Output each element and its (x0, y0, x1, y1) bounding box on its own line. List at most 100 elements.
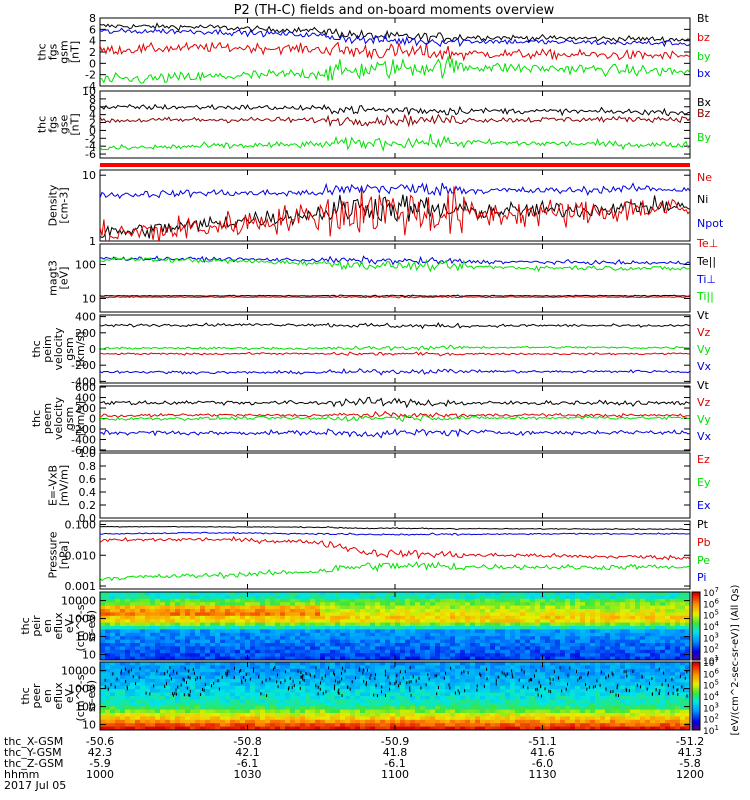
spectrogram-cell (170, 696, 176, 700)
spectrogram-cell (545, 619, 551, 623)
spectrogram-cell (495, 643, 501, 647)
spectrogram-cell (365, 706, 371, 710)
spectrogram-cell (555, 626, 561, 630)
spectrogram-cell (160, 656, 166, 660)
spectrogram-cell (470, 592, 476, 596)
spectrogram-cell (525, 706, 531, 710)
spectrogram-cell (245, 675, 251, 680)
spectrogram-cell (290, 646, 296, 651)
spectrogram-cell (315, 709, 321, 714)
spectrogram-cell (145, 675, 151, 680)
spectrogram-cell (335, 665, 341, 670)
spectrogram-cell (515, 605, 521, 610)
spectrogram-cell (475, 626, 481, 630)
spectrogram-cell (630, 675, 636, 680)
spectrogram-cell (415, 595, 421, 600)
spectrogram-cell (645, 672, 651, 676)
spectrogram-cell (365, 675, 371, 680)
spectrogram-cell (115, 619, 121, 623)
spectrogram-cell (485, 699, 491, 704)
spectrogram-cell (575, 719, 581, 724)
spectrogram-cell (145, 615, 151, 620)
spectrogram-cell (175, 726, 181, 730)
spectrogram-cell (630, 649, 636, 654)
spectrogram-cell (485, 656, 491, 660)
spectrogram-cell (365, 626, 371, 630)
panel-frame (99, 90, 691, 159)
spectrogram-cell (615, 653, 621, 657)
spectrogram-cell (355, 592, 361, 596)
spectrogram-cell (560, 685, 566, 690)
spectrogram-cell (480, 706, 486, 710)
spectrogram-cell (580, 668, 586, 673)
spectrogram-cell (540, 622, 546, 627)
spectrogram-cell (535, 615, 541, 620)
spectrogram-cell (340, 609, 346, 613)
spectrogram-cell (305, 639, 311, 644)
spectrogram-cell (675, 619, 681, 623)
spectrogram-cell (460, 595, 466, 600)
spectrogram-cell (195, 632, 201, 637)
legend-entry: Vz (697, 396, 711, 409)
spectrogram-cell (680, 592, 686, 596)
spectrogram-cell (315, 719, 321, 724)
spectrogram-cell (360, 675, 366, 680)
spectrogram-cell (440, 702, 446, 707)
spectrogram-cell (660, 685, 666, 690)
spectrogram-cell (420, 622, 426, 627)
spectrogram-cell (130, 649, 136, 654)
spectrogram-cell (640, 609, 646, 613)
spectrogram-cell (385, 689, 391, 693)
spectrogram-cell (225, 622, 231, 627)
spectrogram-cell (225, 612, 231, 617)
spectrogram-cell (460, 706, 466, 710)
spectrogram-cell (155, 665, 161, 670)
spectrogram-cell (240, 636, 246, 640)
spectrogram-cell (130, 723, 136, 727)
spectrogram-cell (365, 709, 371, 714)
spectrogram-cell (505, 689, 511, 693)
spectrogram-cell (200, 702, 206, 707)
spectrogram-cell (270, 665, 276, 670)
spectrogram-cell (105, 643, 111, 647)
spectrogram-cell (130, 726, 136, 730)
spectrogram-cell (175, 595, 181, 600)
spectrogram-cell (340, 709, 346, 714)
spectrogram-cell (560, 619, 566, 623)
spectrogram-cell (505, 619, 511, 623)
spectrogram-cell (520, 679, 526, 683)
spectrogram-cell (425, 592, 431, 596)
legend-entry: Bt (697, 12, 710, 25)
spectrogram-cell (360, 639, 366, 644)
spectrogram-cell (195, 709, 201, 714)
spectrogram-cell (205, 615, 211, 620)
spectrogram-cell (120, 716, 126, 721)
spectrogram-cell (485, 649, 491, 654)
spectrogram-cell (225, 723, 231, 727)
spectrogram-cell (380, 668, 386, 673)
spectrogram-cell (340, 632, 346, 637)
spectrogram-cell (265, 679, 271, 683)
spectrogram-cell (295, 639, 301, 644)
spectrogram-cell (515, 709, 521, 714)
spectrogram-cell (500, 612, 506, 617)
spectrogram-cell (550, 622, 556, 627)
spectrogram-cell (320, 709, 326, 714)
spectrogram-cell (165, 639, 171, 644)
spectrogram-cell (185, 639, 191, 644)
spectrogram-cell (115, 622, 121, 627)
spectrogram-cell (130, 706, 136, 710)
spectrogram-cell (295, 653, 301, 657)
spectrogram-cell (440, 636, 446, 640)
spectrogram-cell (315, 609, 321, 613)
spectrogram-cell (615, 716, 621, 721)
spectrogram-cell (380, 622, 386, 627)
spectrogram-cell (455, 612, 461, 617)
spectrogram-cell (575, 689, 581, 693)
spectrogram-cell (100, 662, 106, 666)
spectrogram-cell (345, 656, 351, 660)
spectrogram-cell (465, 656, 471, 660)
spectrogram-cell (400, 595, 406, 600)
spectrogram-cell (355, 605, 361, 610)
spectrogram-cell (205, 662, 211, 666)
